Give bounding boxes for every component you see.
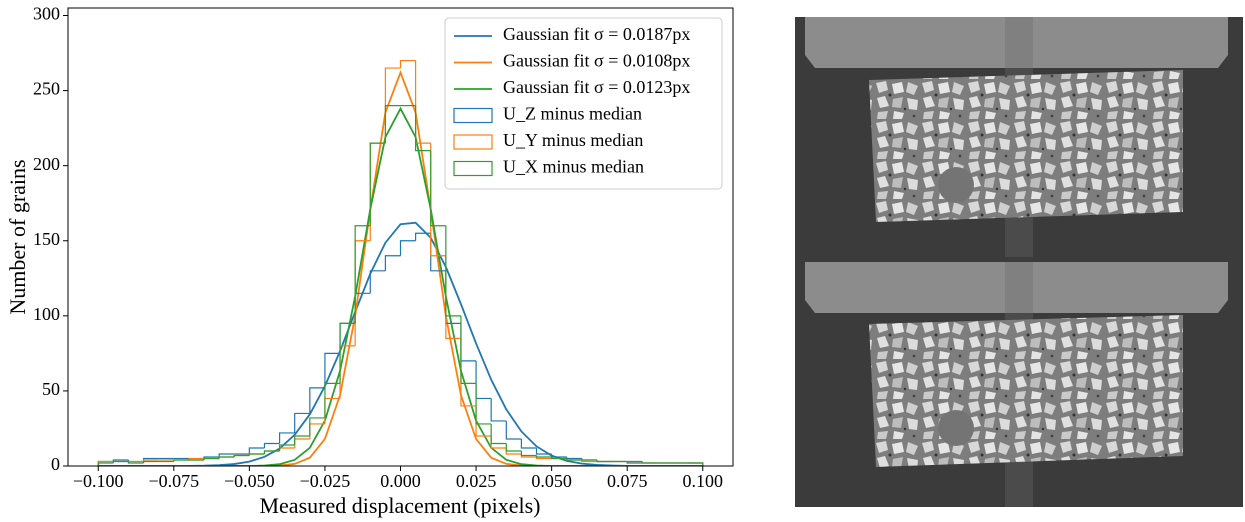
x-tick-label: 0.000 [380, 471, 421, 491]
legend-label: Gaussian fit σ = 0.0108px [503, 51, 690, 71]
histogram-bin [475, 405, 492, 437]
histogram-bin [475, 360, 492, 400]
histogram-bin [278, 444, 295, 451]
legend-label: Gaussian fit σ = 0.0123px [503, 77, 690, 97]
y-tick-label: 150 [33, 229, 60, 249]
histogram-bin [596, 459, 613, 463]
axes-frame [67, 7, 734, 467]
histogram-bin [384, 255, 401, 271]
x-tick-label: 0.100 [683, 471, 724, 491]
histogram-bin [430, 143, 446, 257]
legend-label: Gaussian fit σ = 0.0187px [503, 24, 690, 44]
fit-line [98, 70, 703, 466]
legend-label: U_X minus median [503, 157, 644, 177]
legend-patch [453, 160, 493, 177]
histogram-bin [218, 453, 235, 457]
histogram-bin [460, 323, 477, 362]
y-tick-label: 0 [51, 454, 60, 474]
histogram-bin [399, 59, 416, 69]
histogram-bin [490, 398, 507, 422]
loading-plate [805, 17, 1228, 68]
histogram-bin [278, 432, 295, 444]
histogram-bin [203, 457, 220, 460]
legend-label: U_Z minus median [503, 104, 642, 124]
histogram-bin [520, 450, 537, 457]
histogram-bin [339, 322, 356, 384]
legend-patch [453, 134, 493, 150]
x-tick-label: −0.025 [300, 471, 351, 491]
histogram-bin [294, 435, 310, 445]
y-tick-label: 200 [33, 154, 60, 174]
loading-plate [805, 262, 1228, 313]
histogram-bin [127, 461, 144, 464]
histogram-bin [354, 225, 371, 324]
histogram-bin [142, 460, 159, 463]
histogram-bin [687, 462, 704, 466]
histogram-bin [505, 420, 522, 440]
histogram-bin [551, 456, 567, 460]
histogram-bin [399, 240, 416, 256]
histogram-bin [309, 387, 325, 414]
histogram-bin [445, 225, 461, 317]
histogram-bin [415, 232, 431, 241]
fit-line [98, 221, 703, 466]
histogram-bin [430, 150, 446, 227]
x-tick-label: 0.025 [456, 471, 497, 491]
x-axis-label: Measured displacement (pixels) [259, 493, 540, 518]
histogram-bin [309, 417, 325, 436]
x-tick-label: 0.050 [531, 471, 572, 491]
x-tick-label: 0.075 [607, 471, 648, 491]
histogram-bin [324, 382, 341, 418]
hole [938, 410, 974, 446]
histogram-bin [460, 315, 477, 385]
histogram-bin [173, 459, 189, 462]
y-tick-label: 50 [42, 379, 60, 399]
hole [938, 167, 974, 203]
x-tick-label: −0.075 [148, 471, 199, 491]
histogram-bin [490, 423, 507, 445]
plot-area: Measured displacement (pixels) Number of… [5, 4, 734, 518]
legend-patch [453, 107, 493, 124]
histogram-bin [112, 460, 129, 463]
histogram-bin [505, 443, 522, 452]
ct-scan-image [795, 17, 1243, 507]
x-tick-label: −0.050 [224, 471, 275, 491]
histogram-bin [641, 461, 658, 464]
histogram-bin [369, 142, 386, 226]
specimen [869, 315, 1183, 467]
legend-box [444, 17, 723, 190]
histogram-bin [566, 456, 582, 460]
histogram-bin [520, 438, 537, 449]
legend-label: U_Y minus median [503, 130, 643, 150]
y-tick-label: 300 [33, 4, 60, 24]
histogram-bin [475, 383, 492, 425]
y-tick-label: 250 [33, 79, 60, 99]
histogram-bin [535, 455, 552, 458]
histogram-bin [278, 447, 295, 451]
histogram-bin [415, 105, 431, 152]
histogram-bin [233, 454, 250, 457]
histogram-bin [324, 352, 341, 388]
histogram-bin [248, 447, 265, 454]
fit-line [98, 106, 703, 466]
x-tick-label: −0.100 [73, 471, 124, 491]
specimen [869, 70, 1183, 222]
histogram-bin [566, 458, 582, 461]
y-axis-label: Number of grains [5, 159, 30, 314]
histogram-bin [384, 105, 401, 144]
histogram-bin [294, 438, 310, 448]
histogram-bin [263, 442, 280, 448]
histogram-bin [218, 456, 235, 459]
histogram-bin [535, 447, 552, 455]
histogram-bin [248, 453, 265, 456]
histogram-bin [263, 450, 280, 454]
histogram-bin [490, 435, 507, 449]
histogram-bin [294, 412, 310, 433]
histogram-bin [369, 270, 386, 294]
y-tick-label: 100 [33, 304, 60, 324]
histogram-bin [97, 462, 114, 466]
